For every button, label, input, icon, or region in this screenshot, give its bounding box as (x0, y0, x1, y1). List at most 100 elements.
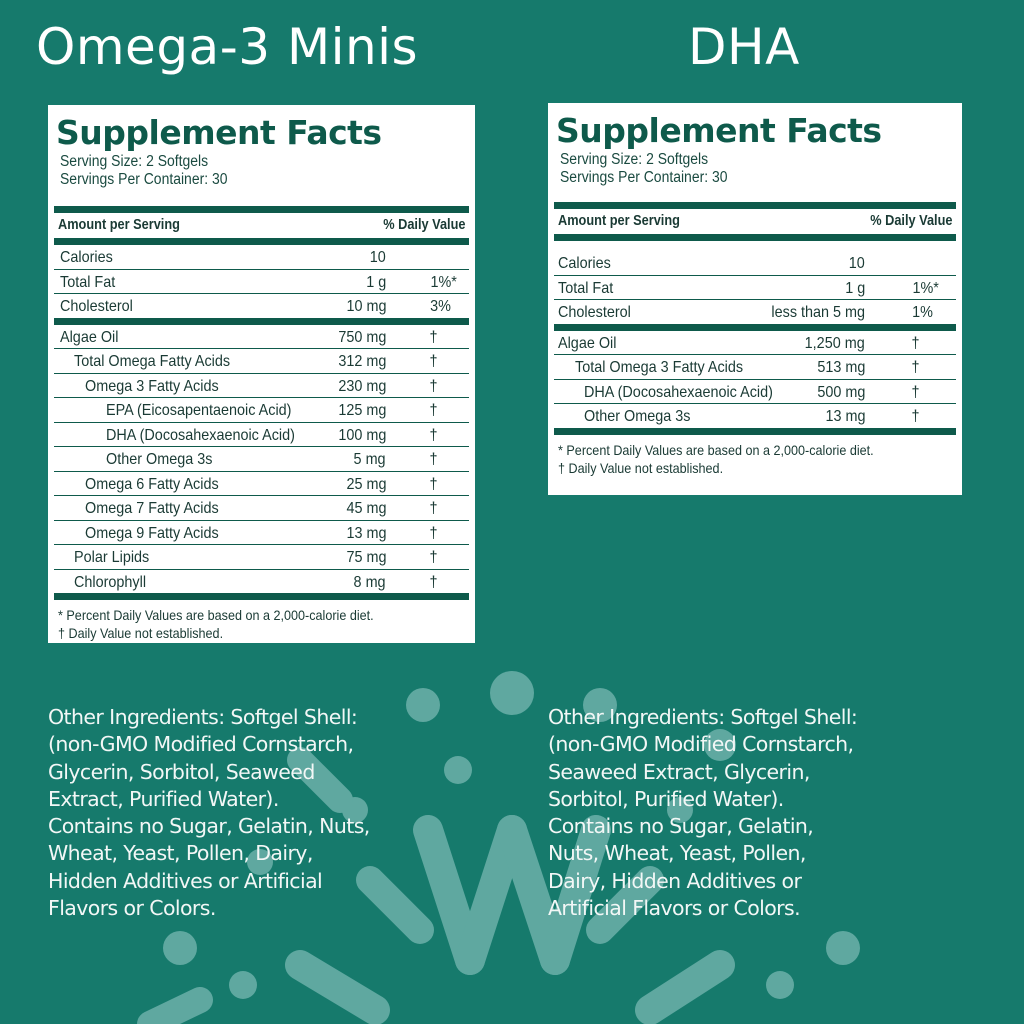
footnote-percent-daily: * Percent Daily Values are based on a 2,… (58, 607, 374, 623)
nutrient-row: EPA (Eicosapentaenoic Acid) 125 mg † (54, 398, 469, 423)
daily-value: 1% (912, 304, 933, 321)
ingredients-line: Dairy, Hidden Additives or (548, 868, 802, 893)
serving-info: Serving Size: 2 Softgels Servings Per Con… (60, 153, 428, 189)
serving-info: Serving Size: 2 Softgels Servings Per Con… (560, 151, 916, 187)
thick-divider (554, 202, 956, 209)
daily-value: † (429, 451, 438, 468)
nutrient-name: DHA (Docosahexaenoic Acid) (584, 383, 773, 401)
supplement-facts-panel-right: Supplement Facts Serving Size: 2 Softgels… (548, 103, 962, 495)
nutrient-amount: 75 mg (345, 549, 386, 566)
nutrient-name: Total Omega Fatty Acids (74, 353, 231, 370)
nutrient-amount: 13 mg (345, 524, 386, 542)
nutrient-row: Total Fat 1 g 1%* (554, 276, 956, 300)
daily-value: † (911, 334, 920, 352)
nutrient-name: Other Omega 3s (106, 451, 213, 468)
nutrient-amount: 25 mg (345, 475, 386, 493)
servings-per-container: Servings Per Container: 30 (60, 171, 228, 188)
nutrient-row: Polar Lipids 75 mg † (54, 545, 469, 570)
nutrient-name: Cholesterol (558, 304, 631, 321)
amount-per-serving-header: Amount per Serving (558, 213, 680, 229)
nutrient-name: Total Fat (60, 273, 116, 291)
thick-divider (54, 593, 469, 600)
column-header: Amount per Serving % Daily Value (54, 213, 469, 238)
daily-value: † (429, 377, 438, 395)
nutrient-row: DHA (Docosahexaenoic Acid) 100 mg † (54, 423, 469, 447)
ingredients-line: Glycerin, Sorbitol, Seaweed (48, 759, 315, 784)
nutrient-amount: 1 g (844, 279, 865, 297)
daily-value: † (429, 524, 438, 542)
nutrient-row: Omega 9 Fatty Acids 13 mg † (54, 521, 469, 545)
ingredients-line: Sorbitol, Purified Water). (548, 786, 784, 811)
footnote-dagger: † Daily Value not established. (58, 625, 224, 641)
ingredients-line: Extract, Purified Water). (48, 786, 279, 811)
daily-value: 3% (430, 298, 451, 315)
serving-size: Serving Size: 2 Softgels (60, 153, 209, 170)
nutrient-amount: 125 mg (337, 402, 386, 419)
ingredients-line: Other Ingredients: Softgel Shell: (48, 705, 358, 729)
nutrient-amount: 8 mg (353, 573, 386, 591)
ingredients-line: Artificial Flavors or Colors. (548, 896, 801, 921)
servings-per-container: Servings Per Container: 30 (560, 169, 728, 186)
nutrient-row: Chlorophyll 8 mg † (54, 570, 469, 594)
nutrient-name: Chlorophyll (74, 573, 147, 591)
thick-divider (554, 234, 956, 241)
nutrient-name: Calories (558, 255, 611, 272)
nutrient-amount: 1,250 mg (804, 334, 865, 352)
ingredients-line: Flavors or Colors. (48, 896, 216, 921)
daily-value: † (911, 383, 920, 401)
nutrient-name: Total Fat (558, 279, 614, 297)
nutrient-row: Calories 10 (554, 251, 956, 276)
thick-divider (54, 317, 469, 325)
ingredients-line: (non-GMO Modified Cornstarch, (48, 732, 354, 757)
amount-per-serving-header: Amount per Serving (58, 217, 180, 233)
nutrient-amount: 513 mg (816, 359, 865, 376)
nutrient-amount: 1 g (365, 273, 386, 291)
nutrient-row: Cholesterol 10 mg 3% (54, 294, 469, 318)
nutrient-row: DHA (Docosahexaenoic Acid) 500 mg † (554, 380, 956, 404)
ingredients-line: (non-GMO Modified Cornstarch, (548, 732, 854, 757)
daily-value: † (911, 359, 920, 376)
footnotes: * Percent Daily Values are based on a 2,… (554, 435, 956, 483)
nutrient-name: Calories (60, 249, 113, 266)
footnotes: * Percent Daily Values are based on a 2,… (54, 600, 469, 648)
nutrient-row: Total Omega Fatty Acids 312 mg † (54, 349, 469, 374)
daily-value-header: % Daily Value (382, 217, 465, 233)
nutrient-name: Other Omega 3s (584, 408, 691, 425)
product-title-left: Omega-3 Minis (36, 18, 419, 76)
nutrient-row: Calories 10 (54, 245, 469, 270)
daily-value: † (429, 426, 438, 444)
nutrient-amount: 100 mg (337, 426, 386, 444)
nutrient-amount: 10 (369, 249, 386, 266)
nutrient-name: EPA (Eicosapentaenoic Acid) (106, 402, 292, 419)
column-header: Amount per Serving % Daily Value (554, 209, 956, 234)
thick-divider (554, 323, 956, 331)
ingredients-line: Nuts, Wheat, Yeast, Pollen, (548, 841, 806, 866)
thick-divider (554, 427, 956, 435)
nutrient-name: Omega 7 Fatty Acids (85, 500, 219, 517)
nutrient-name: Algae Oil (60, 328, 119, 346)
footnote-percent-daily: * Percent Daily Values are based on a 2,… (558, 441, 874, 458)
nutrient-amount: 13 mg (824, 408, 865, 425)
nutrient-name: Omega 6 Fatty Acids (85, 475, 219, 493)
daily-value: 1%* (912, 279, 939, 297)
footnote-dagger: † Daily Value not established. (558, 459, 724, 476)
spacer (554, 241, 956, 251)
ingredients-line: Hidden Additives or Artificial (48, 868, 323, 893)
daily-value: † (429, 573, 438, 591)
nutrient-row: Omega 6 Fatty Acids 25 mg † (54, 472, 469, 496)
nutrient-row: Other Omega 3s 13 mg † (554, 404, 956, 428)
nutrient-amount: 750 mg (337, 328, 386, 346)
nutrient-name: DHA (Docosahexaenoic Acid) (106, 426, 295, 444)
nutrient-row: Algae Oil 1,250 mg † (554, 331, 956, 355)
supplement-facts-title: Supplement Facts (56, 113, 382, 152)
nutrient-row: Cholesterol less than 5 mg 1% (554, 300, 956, 324)
nutrient-amount: 10 (848, 255, 865, 272)
nutrient-amount: 10 mg (345, 298, 386, 315)
daily-value-header: % Daily Value (869, 213, 952, 229)
nutrient-row: Other Omega 3s 5 mg † (54, 447, 469, 472)
nutrient-name: Polar Lipids (74, 549, 150, 566)
ingredients-line: Other Ingredients: Softgel Shell: (548, 705, 858, 729)
ingredients-line: Wheat, Yeast, Pollen, Dairy, (48, 841, 313, 866)
nutrient-row: Omega 3 Fatty Acids 230 mg † (54, 374, 469, 398)
supplement-facts-panel-left: Supplement Facts Serving Size: 2 Softgels… (48, 105, 475, 643)
